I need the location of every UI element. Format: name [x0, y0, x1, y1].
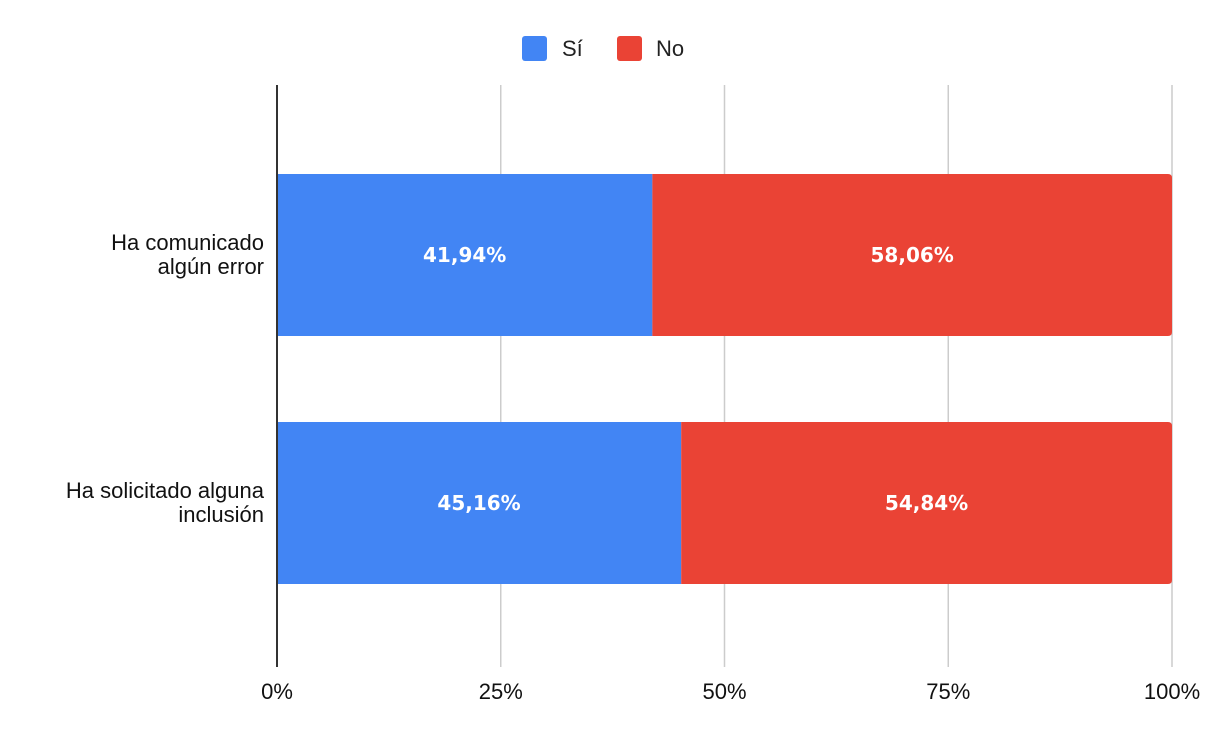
legend-swatch-1	[617, 36, 642, 61]
x-tick-label-0: 0%	[261, 679, 293, 704]
x-tick-label-2: 50%	[702, 679, 746, 704]
x-tick-label-3: 75%	[926, 679, 970, 704]
legend-swatch-0	[522, 36, 547, 61]
data-label-1-1: 54,84%	[885, 491, 968, 515]
bar-0-1	[652, 174, 1172, 336]
x-tick-label-4: 100%	[1144, 679, 1200, 704]
category-label-0-1: algún error	[158, 254, 264, 279]
category-label-1-1: inclusión	[178, 502, 264, 527]
legend: Sí No	[522, 36, 684, 61]
data-label-0-0: 41,94%	[423, 243, 506, 267]
data-label-0-1: 58,06%	[871, 243, 954, 267]
category-label-0-0: Ha comunicado	[111, 230, 264, 255]
x-axis-ticks: 0% 25% 50% 75% 100%	[261, 679, 1200, 704]
x-tick-label-1: 25%	[479, 679, 523, 704]
data-label-1-0: 45,16%	[437, 491, 520, 515]
category-label-1-0: Ha solicitado alguna	[66, 478, 265, 503]
bar-1-1	[681, 422, 1172, 584]
bar-0-0	[277, 174, 653, 336]
legend-label-0: Sí	[562, 36, 583, 61]
legend-label-1: No	[656, 36, 684, 61]
bars: 41,94% 58,06% 45,16% 54,84%	[277, 174, 1172, 584]
bar-1-0	[277, 422, 682, 584]
